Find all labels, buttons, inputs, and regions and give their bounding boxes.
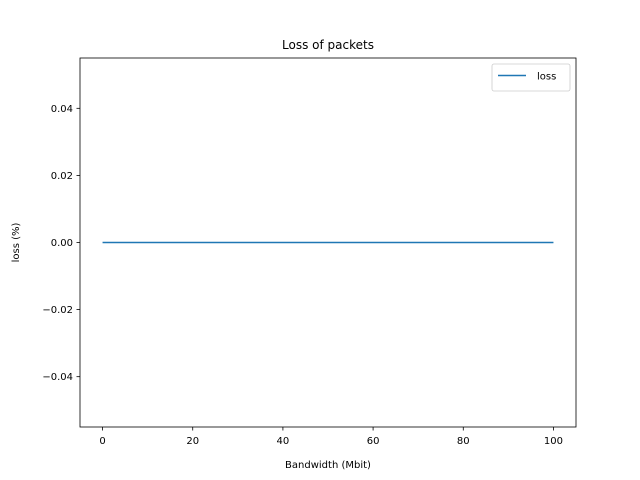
y-axis-label: loss (%) xyxy=(11,223,22,263)
x-tick-label: 40 xyxy=(277,436,290,447)
y-tick-label: 0.00 xyxy=(51,238,73,249)
y-axis-ticks: −0.04 −0.02 0.00 0.02 0.04 xyxy=(42,104,80,383)
x-tick-label: 0 xyxy=(99,436,105,447)
x-tick-label: 20 xyxy=(186,436,199,447)
x-axis-ticks: 0 20 40 60 80 100 xyxy=(99,427,563,447)
legend-label-loss: loss xyxy=(537,72,556,83)
y-tick-label: −0.02 xyxy=(42,305,73,316)
x-tick-label: 60 xyxy=(367,436,380,447)
x-axis-label: Bandwidth (Mbit) xyxy=(285,460,371,471)
y-tick-label: 0.04 xyxy=(51,104,73,115)
y-tick-label: 0.02 xyxy=(51,171,73,182)
y-tick-label: −0.04 xyxy=(42,372,73,383)
legend-box xyxy=(491,63,571,92)
chart-title: Loss of packets xyxy=(282,38,374,52)
x-tick-label: 80 xyxy=(457,436,470,447)
legend: loss xyxy=(491,63,571,92)
x-tick-label: 100 xyxy=(544,436,563,447)
